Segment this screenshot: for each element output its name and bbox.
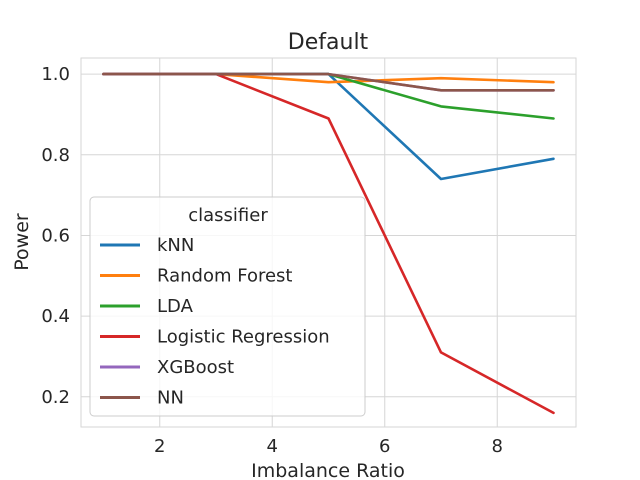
x-tick-label: 6: [379, 436, 390, 457]
legend-label: LDA: [157, 296, 194, 317]
legend-label: Logistic Regression: [157, 327, 330, 348]
tick-labels: 2 4 6 8 0.2 0.4 0.6 0.8 1.0: [41, 64, 503, 457]
legend-label: NN: [157, 388, 184, 409]
y-tick-label: 0.4: [41, 306, 70, 327]
legend-box: [89, 196, 366, 417]
chart-title: Default: [288, 30, 369, 55]
series-lines: [102, 72, 555, 415]
y-tick-label: 1.0: [41, 64, 70, 85]
x-tick-label: 8: [492, 436, 503, 457]
y-tick-label: 0.2: [41, 387, 70, 408]
series-line-nn: [102, 72, 555, 92]
y-axis-label: Power: [11, 213, 33, 271]
legend-label: kNN: [157, 235, 194, 256]
legend-title: classifier: [188, 205, 268, 226]
y-tick-label: 0.8: [41, 145, 70, 166]
legend-label: XGBoost: [157, 357, 234, 378]
y-tick-label: 0.6: [41, 225, 70, 246]
legend-label: Random Forest: [157, 266, 292, 287]
x-tick-label: 4: [267, 436, 278, 457]
legend-entries: kNN Random Forest LDA Logistic Regression XG…: [100, 235, 330, 409]
legend: classifier kNN Random Forest LDA Logistic R…: [89, 196, 366, 417]
x-tick-label: 2: [154, 436, 165, 457]
x-axis-label: Imbalance Ratio: [251, 460, 405, 480]
